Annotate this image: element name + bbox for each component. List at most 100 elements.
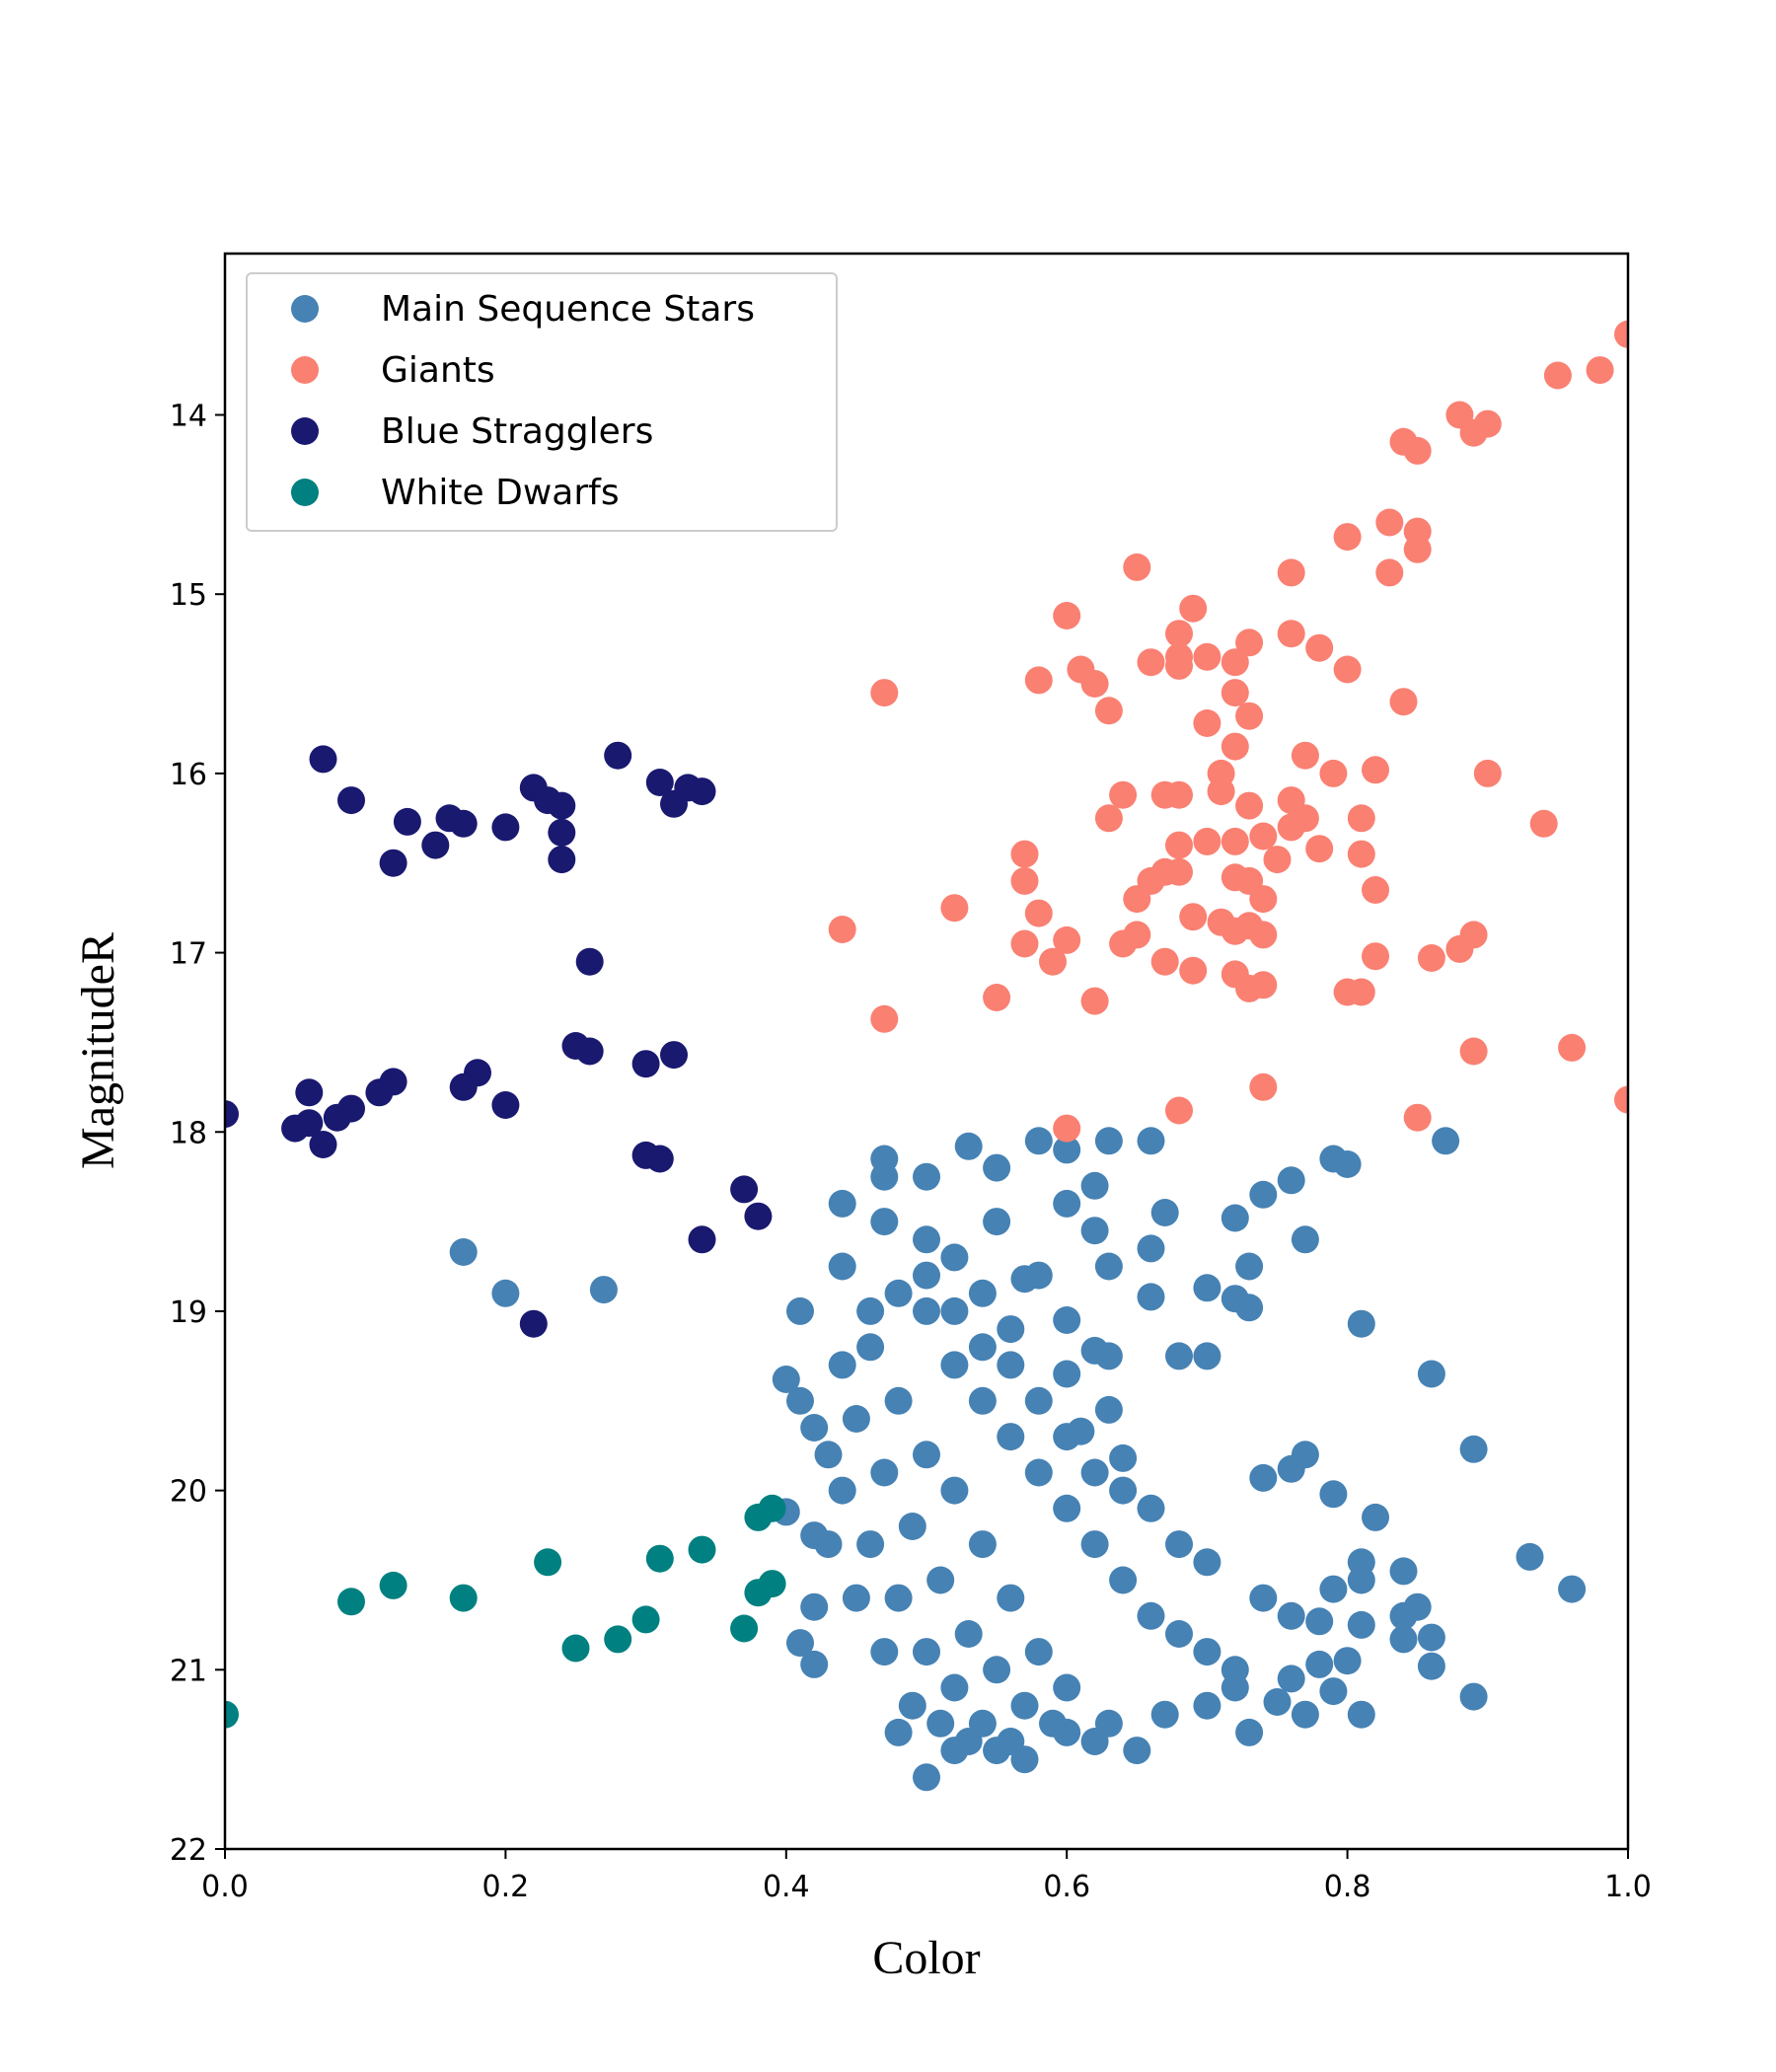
data-point-main-sequence-stars [814,1530,843,1559]
data-point-giants [1150,947,1179,976]
data-point-main-sequence-stars [1417,1652,1445,1680]
data-point-blue-stragglers [309,1131,337,1158]
data-point-giants [1529,809,1558,838]
data-point-blue-stragglers [660,1041,688,1070]
data-point-main-sequence-stars [1249,1180,1278,1209]
data-point-main-sequence-stars [1193,1691,1221,1720]
data-point-main-sequence-stars [1333,1150,1362,1178]
data-point-main-sequence-stars [1150,1700,1179,1729]
data-point-main-sequence-stars [1094,1252,1123,1281]
data-point-giants [1053,925,1081,954]
data-point-giants [1277,813,1305,842]
data-point-main-sequence-stars [1235,1718,1264,1746]
data-point-main-sequence-stars [1137,1494,1165,1522]
data-point-giants [1235,702,1264,730]
data-point-main-sequence-stars [800,1414,829,1442]
data-point-blue-stragglers [379,849,407,877]
data-point-main-sequence-stars [1024,1638,1053,1666]
legend: Main Sequence Stars Giants Blue Straggle… [246,272,838,532]
data-point-white-dwarfs [631,1605,660,1634]
data-point-giants [1277,620,1305,648]
data-point-giants [1053,1114,1081,1143]
data-point-giants [1403,1103,1432,1132]
data-point-main-sequence-stars [1347,1309,1375,1338]
data-point-blue-stragglers [604,741,632,770]
data-point-main-sequence-stars [1053,1189,1081,1218]
data-point-giants [940,894,969,923]
data-point-giants [1207,777,1235,806]
data-point-giants [1417,944,1445,972]
data-point-giants [1193,642,1221,671]
data-point-main-sequence-stars [1053,1494,1081,1522]
data-point-giants [1123,885,1151,914]
data-point-main-sequence-stars [913,1296,940,1325]
data-point-main-sequence-stars [1305,1607,1334,1636]
data-point-blue-stragglers [323,1103,351,1132]
data-point-giants [1305,633,1334,662]
data-point-giants [1010,866,1039,895]
data-point-giants [1291,741,1319,770]
data-point-main-sequence-stars [1094,1709,1123,1738]
data-point-blue-stragglers [491,1091,520,1119]
data-point-white-dwarfs [645,1544,674,1573]
data-point-main-sequence-stars [926,1709,955,1738]
data-point-main-sequence-stars [1080,1171,1109,1200]
data-point-giants [1165,831,1193,859]
data-point-giants [1010,929,1039,958]
data-point-main-sequence-stars [1193,1548,1221,1577]
legend-marker-white-dwarfs [291,479,319,506]
data-point-main-sequence-stars [449,1238,478,1266]
data-point-giants [1347,804,1375,833]
data-point-main-sequence-stars [913,1441,940,1469]
data-point-main-sequence-stars [940,1351,969,1379]
data-point-blue-stragglers [688,1225,716,1254]
data-point-main-sequence-stars [1137,1127,1165,1155]
data-point-main-sequence-stars [1417,1360,1445,1388]
data-point-giants [983,984,1011,1011]
data-point-giants [1459,1037,1488,1066]
data-point-giants [1249,1073,1278,1101]
data-point-main-sequence-stars [1193,1274,1221,1302]
data-point-main-sequence-stars [1080,1458,1109,1487]
data-point-main-sequence-stars [1459,1682,1488,1711]
data-point-main-sequence-stars [913,1763,940,1792]
data-point-main-sequence-stars [1010,1691,1039,1720]
data-point-white-dwarfs [688,1535,716,1564]
data-point-white-dwarfs [449,1584,478,1612]
data-point-main-sequence-stars [1319,1677,1348,1706]
x-tick-label: 0.4 [763,1870,810,1904]
data-point-main-sequence-stars [954,1620,983,1648]
data-point-giants [1221,827,1249,855]
data-point-main-sequence-stars [870,1458,899,1487]
data-point-main-sequence-stars [786,1629,814,1658]
y-tick-label: 15 [170,578,207,613]
data-point-main-sequence-stars [772,1366,800,1393]
data-point-main-sequence-stars [954,1132,983,1160]
data-point-giants [1333,523,1362,552]
data-point-giants [1473,759,1502,787]
data-point-main-sequence-stars [940,1296,969,1325]
data-point-main-sequence-stars [870,1638,899,1666]
data-point-main-sequence-stars [1053,1718,1081,1746]
data-point-giants [1094,697,1123,725]
data-point-giants [1179,594,1208,623]
data-point-main-sequence-stars [1053,1306,1081,1334]
legend-label-giants: Giants [381,350,495,391]
data-point-main-sequence-stars [913,1261,940,1290]
data-point-blue-stragglers [688,777,716,806]
data-point-main-sequence-stars [997,1584,1025,1612]
data-point-main-sequence-stars [856,1333,885,1362]
data-point-main-sequence-stars [898,1513,926,1540]
data-point-main-sequence-stars [997,1315,1025,1344]
data-point-main-sequence-stars [1165,1620,1193,1648]
data-point-giants [1221,648,1249,677]
data-point-giants [1193,709,1221,737]
data-point-main-sequence-stars [983,1153,1011,1182]
data-point-giants [1080,670,1109,698]
data-point-giants [870,1004,899,1033]
data-point-blue-stragglers [365,1078,394,1107]
data-point-main-sequence-stars [884,1279,913,1307]
points-layer [225,320,1628,1792]
data-point-giants [1094,804,1123,833]
data-point-main-sequence-stars [1193,1342,1221,1370]
